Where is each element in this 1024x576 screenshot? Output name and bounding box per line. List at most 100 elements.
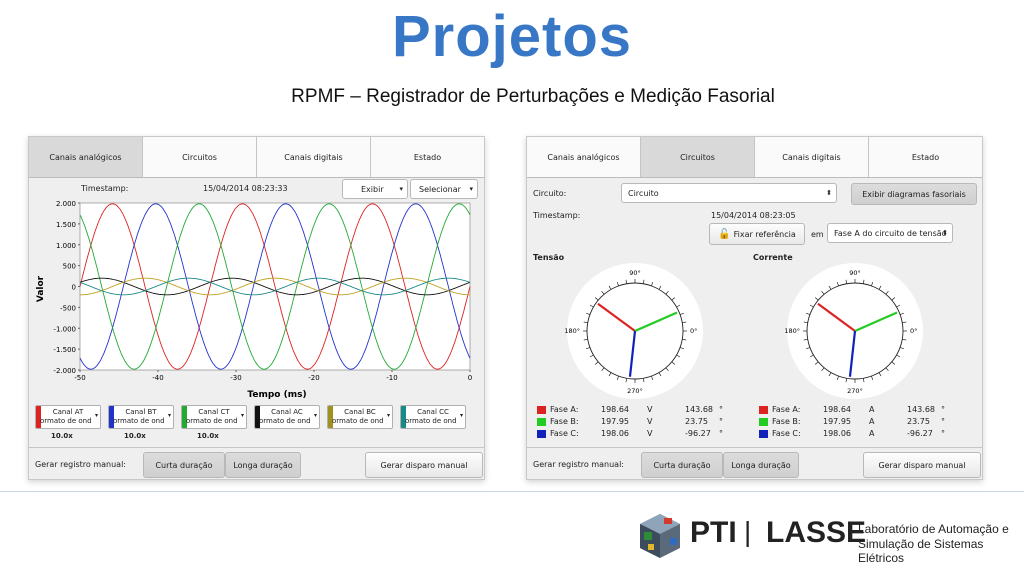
current-dial-tick xyxy=(845,378,848,383)
tab-analog-channels[interactable]: Canais analógicos xyxy=(527,137,641,177)
manual-trigger-button[interactable]: Gerar disparo manual xyxy=(863,452,981,478)
divider xyxy=(29,447,484,448)
short-duration-button[interactable]: Curta duração xyxy=(143,452,225,478)
voltage-phasor-1 xyxy=(597,302,636,332)
channel-box[interactable]: Canal CT ormato de ond ▾ xyxy=(181,405,247,429)
voltage-dial-tick xyxy=(671,361,676,365)
current-angle-label: 90° xyxy=(849,269,861,277)
channel-color-swatch xyxy=(401,406,406,428)
unlock-icon: 🔓 xyxy=(718,228,731,240)
current-dial-tick xyxy=(899,312,904,315)
degree-symbol: ° xyxy=(941,429,945,438)
tab-status[interactable]: Estado xyxy=(869,137,982,177)
channel-name: Canal AT xyxy=(52,408,84,416)
voltage-angle-label: 0° xyxy=(690,327,697,335)
current-phasor-1 xyxy=(817,302,856,332)
choose-select-value: Selecionar xyxy=(419,184,461,194)
timestamp-label: Timestamp: xyxy=(533,211,581,220)
tab-status[interactable]: Estado xyxy=(371,137,484,177)
tab-circuits[interactable]: Circuitos xyxy=(641,137,755,177)
series-line-6 xyxy=(79,277,471,296)
tab-circuits[interactable]: Circuitos xyxy=(143,137,257,177)
phase-angle: 23.75 xyxy=(907,417,930,426)
circuit-label: Circuito: xyxy=(533,189,567,198)
long-duration-button[interactable]: Longa duração xyxy=(723,452,799,478)
channel-box[interactable]: Canal BC ormato de ond ▾ xyxy=(327,405,393,429)
current-dial-tick xyxy=(862,378,865,383)
circuit-select[interactable]: Circuito ⬍ xyxy=(621,183,837,203)
phase-unit: A xyxy=(869,417,875,426)
phase-angle: 143.68 xyxy=(907,405,935,414)
phase-unit: V xyxy=(647,405,653,414)
current-dial-tick xyxy=(896,304,901,308)
voltage-angle-label: 90° xyxy=(629,269,641,277)
x-tick-label: -40 xyxy=(152,374,163,382)
current-dial-tick xyxy=(871,282,874,287)
current-dial-tick xyxy=(902,321,907,324)
manual-record-label: Gerar registro manual: xyxy=(533,460,624,469)
chevron-down-icon: ▾ xyxy=(240,412,244,419)
waveform-window: Canais analógicos Circuitos Canais digit… xyxy=(28,136,485,480)
current-dial-tick xyxy=(809,354,814,358)
voltage-dial-tick xyxy=(616,282,619,287)
manual-trigger-button[interactable]: Gerar disparo manual xyxy=(365,452,483,478)
channel-color-swatch xyxy=(36,406,41,428)
channel-name: Canal BT xyxy=(125,408,157,416)
chevron-updown-icon: ⬍ xyxy=(826,189,832,197)
y-tick-label: 1.000 xyxy=(56,242,76,250)
fix-reference-label: Fixar referência xyxy=(733,229,796,239)
phase-color-swatch xyxy=(759,430,768,438)
lab-name-line1: Laboratório de Automação e xyxy=(858,522,1009,536)
voltage-dial-tick xyxy=(608,285,612,290)
phase-color-swatch xyxy=(759,418,768,426)
voltage-dial-tick xyxy=(651,375,654,380)
channel-box[interactable]: Canal AC ormato de ond ▾ xyxy=(254,405,320,429)
y-tick-label: -1.500 xyxy=(53,346,76,354)
manual-record-label: Gerar registro manual: xyxy=(35,460,126,469)
phase-label: Fase C: xyxy=(772,429,801,438)
voltage-dial-tick xyxy=(601,367,605,372)
short-duration-button[interactable]: Curta duração xyxy=(641,452,723,478)
channel-format: ormato de ond xyxy=(405,417,457,425)
tab-digital-channels[interactable]: Canais digitais xyxy=(257,137,371,177)
degree-symbol: ° xyxy=(941,417,945,426)
choose-select[interactable]: Selecionar ▾ xyxy=(410,179,478,199)
current-dial-tick xyxy=(845,279,848,284)
reference-select[interactable]: Fase A do circuito de tensão ⬍ xyxy=(827,223,953,243)
tab-analog-channels[interactable]: Canais analógicos xyxy=(29,137,143,177)
phase-label: Fase A: xyxy=(550,405,579,414)
current-dial-tick xyxy=(836,375,839,380)
channel-format: ormato de ond xyxy=(259,417,311,425)
current-dial-tick xyxy=(871,375,874,380)
chevron-down-icon: ▾ xyxy=(313,412,317,419)
long-duration-button[interactable]: Longa duração xyxy=(225,452,301,478)
divider xyxy=(527,447,982,448)
current-dial-tick xyxy=(828,372,832,377)
channel-color-swatch xyxy=(109,406,114,428)
phase-color-swatch xyxy=(537,406,546,414)
tab-digital-channels[interactable]: Canais digitais xyxy=(755,137,869,177)
phase-magnitude: 198.06 xyxy=(601,429,629,438)
voltage-dial-tick xyxy=(589,304,594,308)
voltage-phasor-3 xyxy=(628,330,637,377)
current-angle-label: 180° xyxy=(784,327,800,335)
chevron-updown-icon: ⬍ xyxy=(942,229,948,237)
voltage-dial-tick xyxy=(682,338,687,341)
show-phasor-diagrams-button[interactable]: Exibir diagramas fasoriais xyxy=(851,183,977,205)
degree-symbol: ° xyxy=(719,417,723,426)
phase-magnitude: 197.95 xyxy=(823,417,851,426)
current-dial-tick xyxy=(891,361,896,365)
channel-box[interactable]: Canal CC ormato de ond ▾ xyxy=(400,405,466,429)
voltage-dial-tick xyxy=(625,378,628,383)
show-select-value: Exibir xyxy=(361,184,384,194)
voltage-dial-tick xyxy=(589,354,594,358)
show-select[interactable]: Exibir ▾ xyxy=(342,179,408,199)
channel-box[interactable]: Canal AT ormato de ond ▾ xyxy=(35,405,101,429)
phase-label: Fase C: xyxy=(550,429,579,438)
channel-box[interactable]: Canal BT ormato de ond ▾ xyxy=(108,405,174,429)
current-dial-tick xyxy=(803,338,808,341)
current-dial-tick xyxy=(902,338,907,341)
fix-reference-button[interactable]: 🔓 Fixar referência xyxy=(709,223,805,245)
phase-magnitude: 198.64 xyxy=(601,405,629,414)
voltage-dial-tick xyxy=(665,290,669,295)
